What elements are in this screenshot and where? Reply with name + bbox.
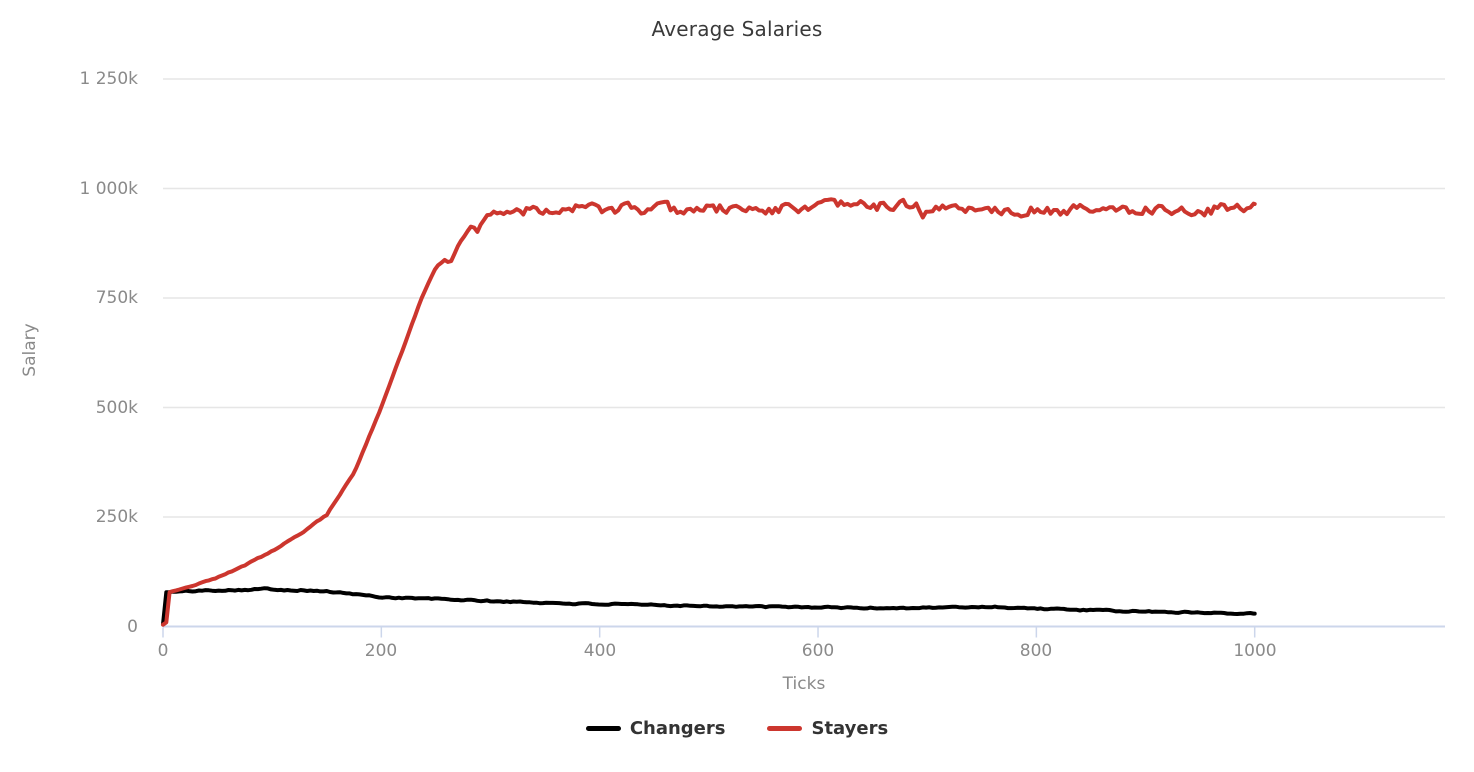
x-tick-label-200: 200 <box>364 641 398 661</box>
x-tick-label-600: 600 <box>801 641 835 661</box>
x-tick-label-1000: 1000 <box>1233 641 1277 661</box>
y-tick-label-1250k: 1 250k <box>79 69 138 89</box>
series-stayers-line[interactable] <box>161 197 1257 627</box>
y-tick-label-500k: 500k <box>95 398 138 418</box>
legend-label-stayers: Stayers <box>811 717 889 739</box>
x-tick-label-0: 0 <box>157 641 169 661</box>
legend-label-changers: Changers <box>629 717 726 739</box>
legend: Changers Stayers <box>0 714 1474 742</box>
changers-line-swatch <box>585 725 621 731</box>
y-tick-label-250k: 250k <box>95 507 138 527</box>
legend-item-stayers[interactable]: Stayers <box>767 718 888 739</box>
series-changers-line[interactable] <box>161 586 1257 627</box>
stayers-line-swatch <box>767 725 803 731</box>
legend-item-changers[interactable]: Changers <box>585 717 726 739</box>
y-axis-title: Salary <box>20 323 40 377</box>
x-tick-label-800: 800 <box>1019 641 1053 661</box>
y-tick-label-1000k: 1 000k <box>79 179 138 199</box>
chart-title: Average Salaries <box>651 17 823 41</box>
x-axis-title: Ticks <box>782 674 826 694</box>
y-tick-label-750k: 750k <box>95 288 138 308</box>
x-tick-label-400: 400 <box>583 641 617 661</box>
y-tick-label-0: 0 <box>127 617 138 637</box>
